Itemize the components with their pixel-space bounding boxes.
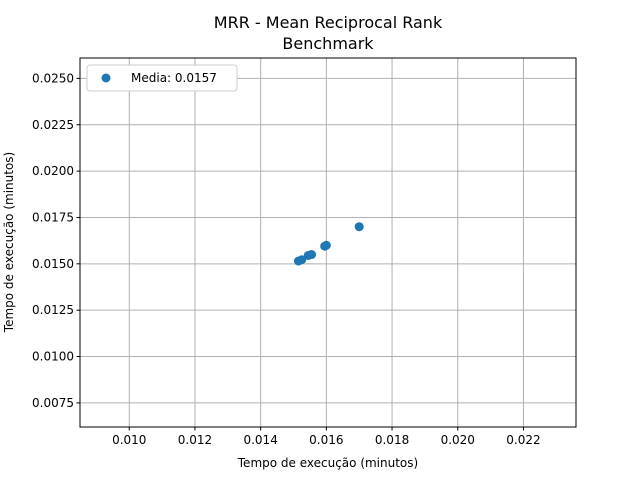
- data-point: [307, 250, 317, 260]
- x-tick-label: 0.020: [441, 433, 475, 447]
- x-tick-label: 0.022: [506, 433, 540, 447]
- y-tick-label: 0.0200: [32, 164, 74, 178]
- x-tick-label: 0.018: [375, 433, 409, 447]
- point-layer: [293, 222, 364, 266]
- data-point: [297, 255, 307, 265]
- y-axis-label: Tempo de execução (minutos): [2, 152, 16, 333]
- legend-marker: [101, 73, 111, 83]
- x-tick-label: 0.012: [178, 433, 212, 447]
- y-tick-label: 0.0125: [32, 303, 74, 317]
- y-tick-label: 0.0175: [32, 210, 74, 224]
- y-tick-label: 0.0225: [32, 118, 74, 132]
- data-point: [321, 240, 331, 250]
- legend: Media: 0.0157: [86, 64, 238, 92]
- grid-layer: [80, 58, 576, 427]
- x-tick-label: 0.010: [112, 433, 146, 447]
- y-tick-label: 0.0150: [32, 257, 74, 271]
- legend-label: Media: 0.0157: [131, 71, 217, 85]
- chart-subtitle: Benchmark: [282, 34, 374, 53]
- legend-box: [86, 64, 238, 92]
- plot-frame: [79, 57, 577, 428]
- x-tick-label: 0.014: [243, 433, 277, 447]
- y-tick-label: 0.0075: [32, 396, 74, 410]
- x-axis-label: Tempo de execução (minutos): [237, 456, 418, 470]
- tick-layer: 0.010 0.012 0.014 0.016 0.018 0.020 0.022 0.007…: [32, 71, 541, 447]
- data-point: [354, 222, 364, 232]
- y-tick-label: 0.0250: [32, 71, 74, 85]
- y-tick-label: 0.0100: [32, 350, 74, 364]
- chart-title: MRR - Mean Reciprocal Rank: [214, 13, 443, 32]
- x-tick-label: 0.016: [309, 433, 343, 447]
